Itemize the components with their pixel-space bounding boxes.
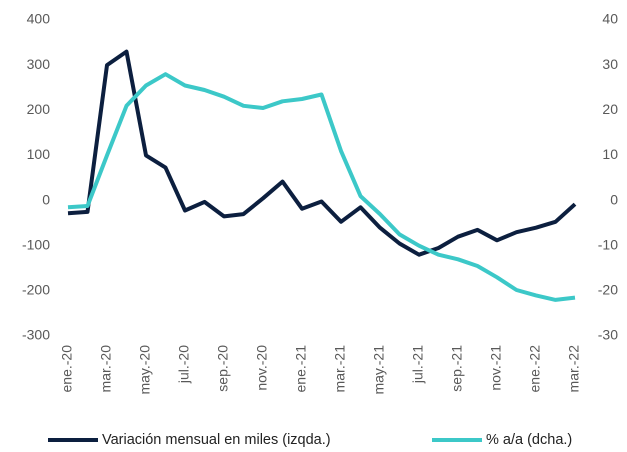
x-tick-label: ene.-20 [59,345,75,393]
y2-tick-label: 20 [602,101,618,117]
y2-tick-label: 10 [602,146,618,162]
y-tick-label: -100 [22,236,50,252]
y-tick-label: 100 [27,146,51,162]
y-tick-label: 200 [27,101,51,117]
x-tick-label: jul.-20 [176,345,192,384]
series-line [67,49,577,257]
y-tick-label: 300 [27,56,51,72]
x-tick-label: nov.-21 [488,345,504,391]
x-tick-label: may.-21 [371,345,387,395]
y2-tick-label: -10 [598,236,618,252]
x-tick-label: sep.-20 [215,345,231,392]
y-tick-label: -300 [22,327,50,343]
legend-label: % a/a (dcha.) [486,432,572,448]
x-tick-label: nov.-20 [254,345,270,391]
y2-tick-label: -30 [598,327,618,343]
y2-tick-label: -20 [598,282,618,298]
y-tick-label: 0 [42,191,50,207]
legend-label: Variación mensual en miles (izqda.) [102,432,331,448]
series-line [67,72,576,302]
x-tick-label: mar.-20 [98,345,114,393]
x-tick-label: jul.-21 [410,345,426,384]
y2-tick-label: 40 [602,11,618,27]
x-tick-label: mar.-21 [332,345,348,393]
x-tick-label: ene.-21 [293,345,309,393]
x-tick-label: ene.-22 [527,345,543,393]
x-tick-label: may.-20 [137,345,153,395]
y2-tick-label: 0 [610,191,618,207]
y-tick-label: 400 [27,11,51,27]
x-tick-label: sep.-21 [449,345,465,392]
y-tick-label: -200 [22,282,50,298]
x-tick-label: mar.-22 [566,345,582,393]
y2-tick-label: 30 [602,56,618,72]
